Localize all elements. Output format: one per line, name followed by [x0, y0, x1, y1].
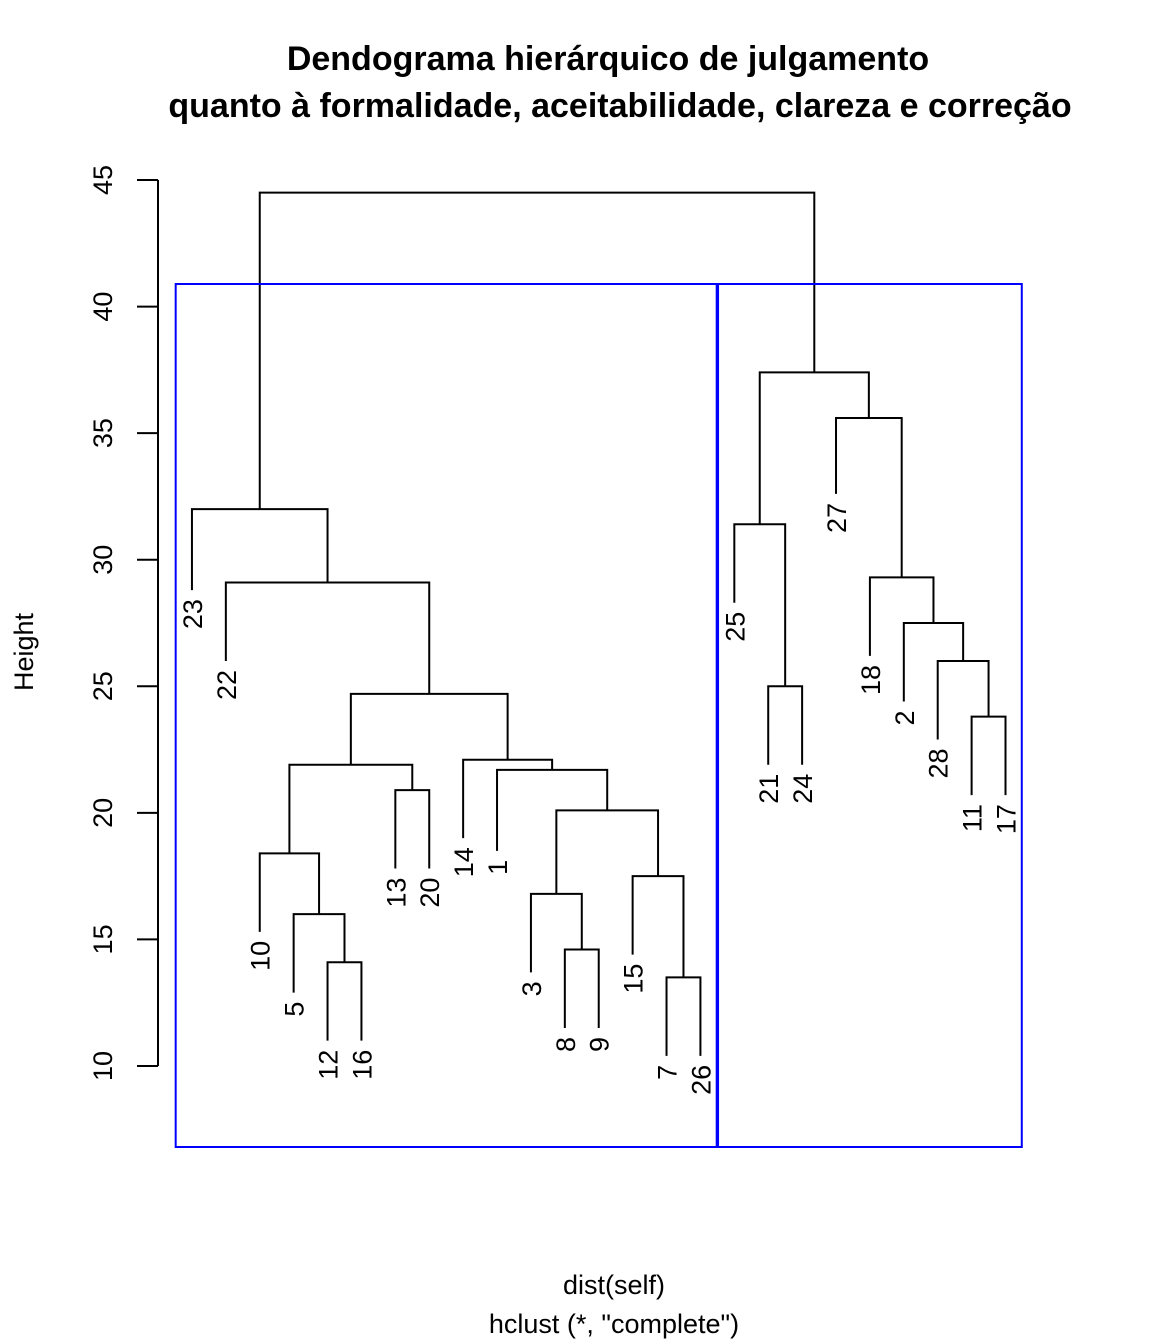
cluster-boxes — [174, 283, 1023, 1148]
y-tick-label-20: 20 — [88, 798, 118, 828]
merge-m21-m20 — [758, 371, 870, 525]
leaf-label-12: 12 — [314, 1050, 344, 1080]
leaf-label-18: 18 — [856, 665, 886, 695]
merge-14-m12 — [462, 758, 554, 839]
merge-21-24 — [767, 685, 804, 765]
leaf-label-17: 17 — [992, 804, 1022, 834]
merge-m11-m13 — [349, 692, 509, 765]
leaf-label-8: 8 — [551, 1037, 581, 1052]
leaf-label-23: 23 — [178, 599, 208, 629]
merge-5-m0 — [292, 913, 346, 993]
merge-m7-m4 — [288, 763, 414, 854]
merge-3-m2 — [529, 892, 583, 973]
leaf-label-15: 15 — [619, 964, 649, 994]
merge-23-m15 — [190, 508, 329, 591]
merge-13-20 — [394, 789, 431, 869]
leaf-label-20: 20 — [415, 878, 445, 908]
x-axis-label: dist(self) — [563, 1270, 665, 1300]
leaf-label-21: 21 — [754, 774, 784, 804]
y-axis: 10 15 20 25 30 35 40 45 — [88, 165, 159, 1081]
leaf-label-22: 22 — [212, 670, 242, 700]
y-tick-label-15: 15 — [88, 924, 118, 954]
merge-12-16 — [326, 961, 363, 1041]
y-tick-label-30: 30 — [88, 545, 118, 575]
leaf-label-11: 11 — [958, 804, 988, 832]
dendrogram-tree — [190, 191, 1007, 1056]
merge-2-m17 — [902, 622, 965, 702]
y-tick-label-35: 35 — [88, 418, 118, 448]
merge-10-m6 — [258, 852, 321, 932]
leaf-label-28: 28 — [924, 748, 954, 778]
merge-m16-m22 — [258, 191, 816, 510]
merge-15-m1 — [631, 875, 685, 978]
leaf-label-1: 1 — [483, 860, 513, 875]
merge-25-m5 — [733, 523, 787, 687]
leaf-label-10: 10 — [246, 941, 276, 971]
y-tick-label-25: 25 — [88, 671, 118, 701]
merge-11-17 — [970, 715, 1007, 796]
y-axis-label: Height — [9, 612, 39, 691]
leaf-label-14: 14 — [449, 847, 479, 877]
leaf-label-26: 26 — [686, 1065, 716, 1095]
leaf-label-16: 16 — [347, 1050, 377, 1080]
merge-7-26 — [665, 976, 702, 1056]
leaf-label-25: 25 — [720, 612, 750, 642]
chart-title-line2: quanto à formalidade, aceitabilidade, cl… — [168, 87, 1071, 125]
leaf-label-5: 5 — [280, 1002, 310, 1017]
merge-22-m14 — [224, 581, 431, 694]
y-tick-label-40: 40 — [88, 292, 118, 322]
leaf-label-24: 24 — [788, 774, 818, 804]
leaf-label-2: 2 — [890, 710, 920, 725]
y-tick-label-45: 45 — [88, 165, 118, 195]
leaf-label-7: 7 — [653, 1065, 683, 1080]
merge-28-m3 — [936, 659, 990, 740]
merge-1-m10 — [496, 768, 609, 851]
cluster-box-1 — [174, 283, 718, 1148]
method-sublabel: hclust (*, "complete") — [489, 1309, 739, 1339]
merge-27-m19 — [835, 416, 903, 578]
y-tick-label-10: 10 — [88, 1051, 118, 1081]
merge-m8-m9 — [555, 809, 660, 894]
merge-18-m18 — [868, 576, 935, 656]
leaf-label-9: 9 — [585, 1037, 615, 1052]
merge-8-9 — [563, 948, 600, 1029]
leaf-label-27: 27 — [822, 503, 852, 533]
chart-title-line1: Dendograma hierárquico de julgamento — [287, 40, 929, 78]
leaf-label-13: 13 — [381, 878, 411, 908]
leaf-label-3: 3 — [517, 981, 547, 996]
cluster-box-2 — [717, 283, 1023, 1148]
